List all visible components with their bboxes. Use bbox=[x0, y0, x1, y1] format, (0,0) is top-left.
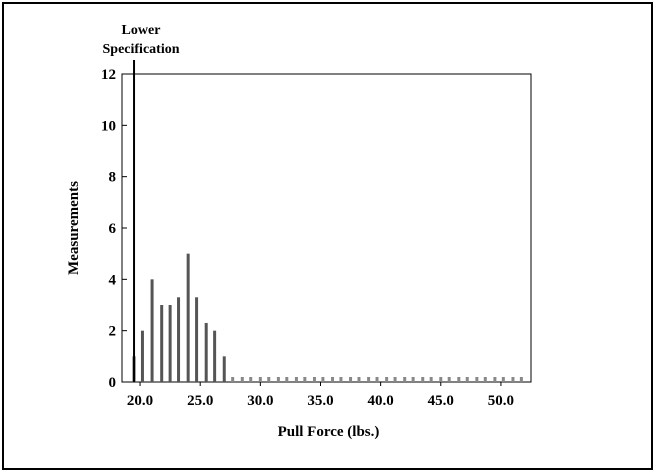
histogram-bar bbox=[168, 305, 172, 382]
histogram-bar bbox=[258, 377, 262, 382]
x-axis-label: Pull Force (lbs.) bbox=[278, 424, 380, 440]
histogram-bar bbox=[160, 305, 164, 382]
histogram-bar bbox=[339, 377, 343, 382]
histogram-bar bbox=[321, 377, 325, 382]
x-tick-label: 25.0 bbox=[187, 393, 213, 409]
histogram-bar bbox=[457, 377, 461, 382]
histogram-bar bbox=[195, 297, 199, 382]
histogram-bar bbox=[385, 377, 389, 382]
x-tick-label: 50.0 bbox=[488, 393, 514, 409]
x-tick-label: 40.0 bbox=[368, 393, 394, 409]
histogram-bar bbox=[186, 253, 190, 382]
y-tick-label: 4 bbox=[109, 272, 117, 288]
histogram-bar bbox=[393, 377, 397, 382]
y-tick-label: 0 bbox=[109, 375, 117, 391]
histogram-bar bbox=[177, 297, 181, 382]
x-tick-label: 20.0 bbox=[127, 393, 153, 409]
y-tick-label: 2 bbox=[109, 324, 117, 340]
histogram-bar bbox=[294, 377, 298, 382]
histogram-bar bbox=[267, 377, 271, 382]
histogram-bar bbox=[331, 377, 335, 382]
x-tick-label: 30.0 bbox=[247, 393, 273, 409]
spec-limit-group: Lower Specification bbox=[103, 23, 180, 382]
y-axis-label: Measurements bbox=[66, 181, 82, 275]
ticks-group: 0 2 4 6 8 10 12 20.0 25.0 30.0 35.0 40.0 45.0 50.0 bbox=[101, 67, 514, 409]
histogram-bar bbox=[312, 377, 316, 382]
histogram-bar bbox=[367, 377, 371, 382]
histogram-bar bbox=[204, 322, 208, 382]
histogram-bar bbox=[411, 377, 415, 382]
histogram-bar bbox=[357, 377, 361, 382]
histogram-bar bbox=[303, 377, 307, 382]
axes-box bbox=[121, 73, 532, 383]
histogram-bar bbox=[403, 377, 407, 382]
histogram-bar bbox=[519, 377, 523, 382]
histogram-bar bbox=[429, 377, 433, 382]
histogram-bar bbox=[276, 377, 280, 382]
histogram-bar bbox=[349, 377, 353, 382]
histogram-bar bbox=[150, 279, 154, 382]
y-tick-label: 6 bbox=[109, 221, 117, 237]
histogram-bar bbox=[511, 377, 515, 382]
histogram-bar bbox=[285, 377, 289, 382]
histogram-bar bbox=[501, 377, 505, 382]
spec-label-line1: Lower bbox=[122, 23, 161, 38]
histogram-bar bbox=[240, 377, 244, 382]
histogram-bar bbox=[465, 377, 469, 382]
histogram-bar bbox=[421, 377, 425, 382]
histogram-bar bbox=[213, 330, 217, 382]
spec-label-line2: Specification bbox=[103, 42, 180, 57]
histogram-bar bbox=[447, 377, 451, 382]
chart-frame bbox=[2, 2, 653, 470]
histogram-bar bbox=[475, 377, 479, 382]
histogram-bar bbox=[439, 377, 443, 382]
x-tick-label: 35.0 bbox=[307, 393, 333, 409]
y-tick-label: 8 bbox=[109, 170, 117, 186]
histogram-bar bbox=[375, 377, 379, 382]
bars-group bbox=[132, 253, 523, 382]
histogram-bar bbox=[249, 377, 253, 382]
y-tick-label: 10 bbox=[101, 118, 116, 134]
x-tick-label: 45.0 bbox=[428, 393, 454, 409]
histogram-bar bbox=[231, 377, 235, 382]
histogram-bar bbox=[483, 377, 487, 382]
y-tick-label: 12 bbox=[101, 67, 116, 83]
histogram-bar bbox=[493, 377, 497, 382]
histogram-bar bbox=[140, 330, 144, 382]
plot-area bbox=[121, 73, 532, 383]
histogram-bar bbox=[222, 356, 226, 382]
